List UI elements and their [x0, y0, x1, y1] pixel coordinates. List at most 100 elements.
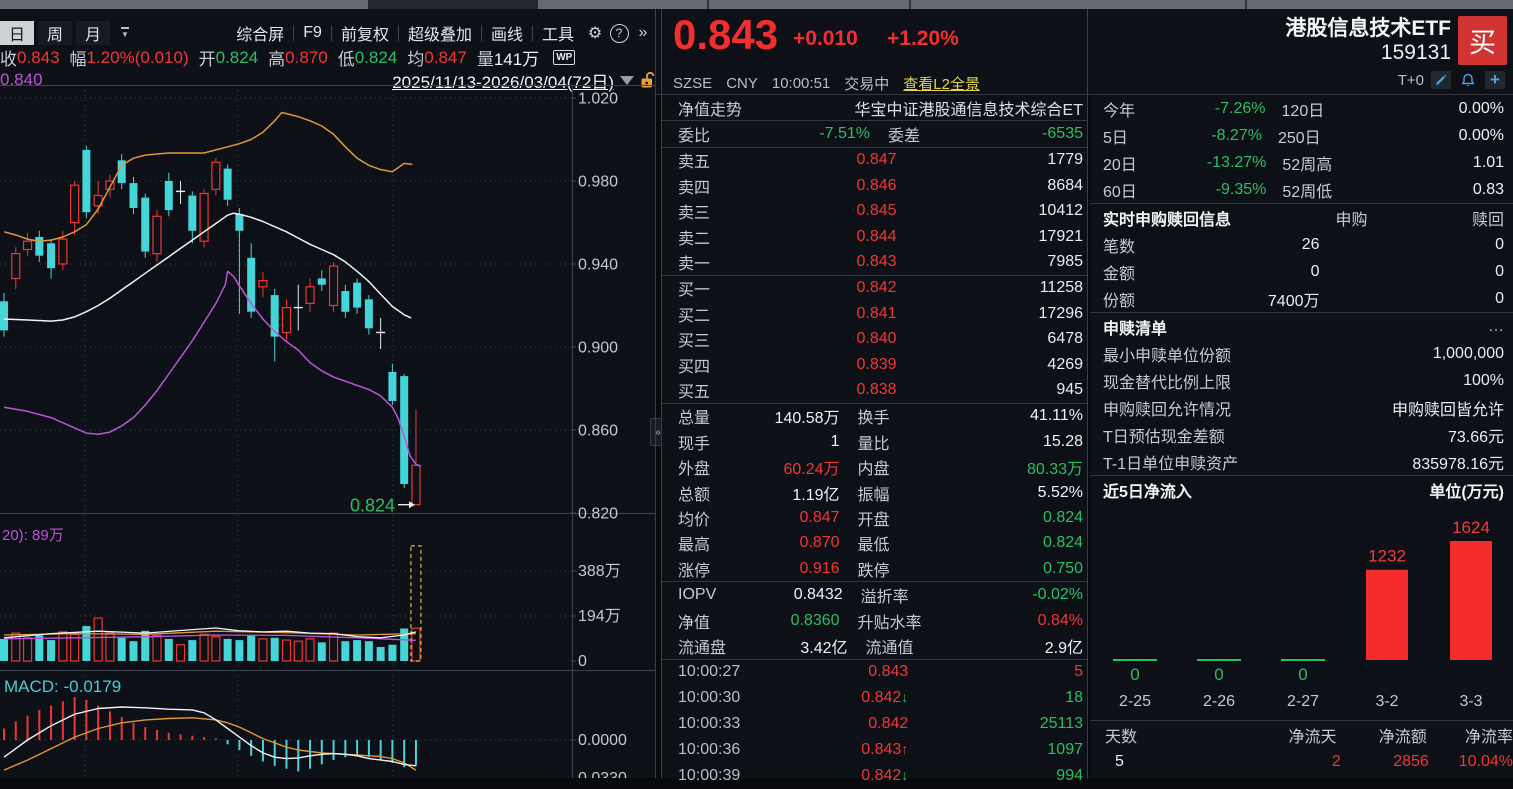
order-book-row[interactable]: 卖四 0.846 8684	[662, 173, 1087, 198]
l2-panorama-link[interactable]: 查看L2全景	[903, 76, 980, 93]
order-book-row[interactable]: 卖三 0.845 10412	[662, 199, 1087, 224]
order-book-row[interactable]: 卖五 0.847 1779	[662, 148, 1087, 173]
header-icon-group: T+0 +	[1398, 70, 1505, 89]
tick-row[interactable]: 10:00:33 0.842 25113	[662, 711, 1087, 737]
tick-price: 0.842↓	[861, 766, 909, 784]
footer-header: 净流天	[1288, 728, 1337, 746]
level-label: 买一	[678, 282, 711, 300]
ma-legend-bar: 0.840 2025/11/13-2026/03/04(72日)	[0, 68, 655, 93]
amp-value: 1.20%(0.010)	[86, 47, 189, 67]
volume-value: 141万	[493, 50, 540, 69]
stat-label: 涨停	[678, 562, 711, 580]
tab-period-day[interactable]: 日	[0, 21, 34, 45]
row-value: 0	[1495, 262, 1505, 280]
date-range-selector[interactable]: 2025/11/13-2026/03/04(72日)	[392, 68, 655, 93]
wp-badge-icon[interactable]: WP	[553, 50, 576, 65]
order-book-row[interactable]: 买五 0.838 945	[662, 377, 1087, 402]
level-label: 卖三	[678, 205, 711, 223]
order-book-row[interactable]: 买二 0.841 17296	[662, 301, 1087, 326]
quote-stat-row: 总量 140.58万 换手 41.11%	[662, 404, 1087, 429]
nav-row[interactable]: 净值走势 华宝中证港股通信息技术综合ET	[662, 95, 1087, 120]
net-inflow-chart[interactable]: 0 2-25 0 2-26 0 2-27 1232 3-2 1624 3-3	[1090, 499, 1513, 718]
inflow-bar	[1366, 569, 1408, 660]
kline-chart[interactable]: 1.020 0.980 0.940 0.900 0.860 0.820 0.824 20): …	[0, 85, 655, 778]
window-tab-divider	[707, 0, 709, 9]
order-book-row[interactable]: 卖二 0.844 17921	[662, 224, 1087, 249]
menu-f9[interactable]: F9	[303, 24, 322, 41]
level-price: 0.847	[856, 151, 897, 169]
stat-value: 0.84%	[1037, 611, 1084, 629]
level-price: 0.845	[856, 202, 897, 220]
quote-stat-row: 涨停 0.916 跌停 0.750	[662, 556, 1087, 581]
tick-row[interactable]: 10:00:30 0.842↓ 18	[662, 685, 1087, 711]
level-price: 0.844	[856, 227, 897, 245]
period-more-dropdown[interactable]: ▼	[114, 23, 136, 43]
tab-period-month[interactable]: 月	[76, 21, 110, 45]
tick-price: 0.842	[868, 715, 909, 733]
stat-value: 0.870	[799, 534, 840, 552]
stat-value: 1.19亿	[792, 486, 840, 504]
menu-composite-screen[interactable]: 综合屏	[236, 27, 285, 44]
row-value: 申购赎回皆允许	[1391, 401, 1504, 419]
order-book-row[interactable]: 买一 0.842 11258	[662, 276, 1087, 301]
quote-stat-row: 净值 0.8360 升贴水率 0.84%	[662, 608, 1087, 633]
chevron-down-icon[interactable]	[620, 75, 634, 85]
tab-period-week[interactable]: 周	[38, 21, 72, 45]
level-price: 0.841	[856, 304, 897, 322]
price-axis-tick: 0.820	[578, 506, 618, 523]
divider	[1087, 9, 1088, 778]
menu-tools[interactable]: 工具	[541, 27, 574, 44]
row-value: 0	[1495, 235, 1505, 253]
date-range-text[interactable]: 2025/11/13-2026/03/04(72日)	[392, 72, 614, 92]
row-value: 73.66元	[1447, 428, 1504, 446]
level-volume: 7985	[1047, 253, 1084, 271]
stat-value: 0.916	[799, 559, 840, 577]
tick-time: 10:00:36	[678, 740, 741, 758]
order-book-row[interactable]: 买三 0.840 6478	[662, 327, 1087, 352]
row-label: 份额	[1103, 292, 1136, 310]
add-plus-icon[interactable]: +	[1485, 70, 1505, 89]
edit-pencil-icon[interactable]	[1431, 71, 1451, 89]
stat-label: 总额	[678, 486, 711, 504]
stat-value: 0.847	[799, 508, 840, 526]
price-change: +0.010	[793, 27, 858, 50]
list-header: 申赎清单 …	[1090, 312, 1513, 340]
more-icon[interactable]: »	[638, 24, 648, 41]
help-icon[interactable]: ?	[607, 22, 631, 44]
quote-stat-row: 流通盘 3.42亿 流通值 2.9亿	[662, 633, 1087, 658]
perf-row: 20日 -13.27% 52周高 1.01	[1090, 149, 1513, 176]
buy-button[interactable]: 买	[1458, 16, 1507, 65]
volume-axis-tick: 0	[578, 653, 587, 670]
flow-header: 近5日净流入 单位(万元)	[1090, 475, 1513, 503]
gear-icon[interactable]: ⚙	[587, 25, 603, 42]
unlock-icon[interactable]	[640, 71, 655, 89]
row-label: 金额	[1103, 265, 1136, 283]
stat-value: 140.58万	[774, 410, 840, 428]
list-row: 最小申赎单位份额 1,000,000	[1090, 340, 1513, 367]
level-volume: 1779	[1047, 151, 1084, 169]
perf-label: 20日	[1103, 156, 1137, 174]
tick-volume: 5	[1074, 663, 1083, 681]
menu-draw-line[interactable]: 画线	[490, 27, 523, 44]
alert-bell-icon[interactable]	[1458, 71, 1478, 89]
perf-value: 0.83	[1472, 180, 1504, 198]
more-ellipsis-icon[interactable]: …	[1488, 317, 1504, 335]
menu-super-overlay[interactable]: 超级叠加	[407, 27, 472, 44]
section-title: 申赎清单	[1103, 320, 1168, 338]
order-book-row[interactable]: 买四 0.839 4269	[662, 352, 1087, 377]
level-label: 卖四	[678, 179, 711, 197]
tick-row[interactable]: 10:00:36 0.843↑ 1097	[662, 737, 1087, 763]
open-label: 开	[198, 50, 216, 69]
tick-row[interactable]: 10:00:39 0.842↓ 994	[662, 763, 1087, 789]
stat-value: 3.42亿	[800, 639, 848, 657]
row-value: 0	[1310, 262, 1320, 280]
perf-label: 5日	[1103, 129, 1128, 147]
stat-label: 升贴水率	[857, 614, 922, 632]
stat-label: 跌停	[857, 562, 890, 580]
realtime-row: 金额 0 0	[1090, 258, 1513, 285]
tick-row[interactable]: 10:00:27 0.843 5	[662, 660, 1087, 686]
perf-label: 今年	[1103, 102, 1136, 120]
tick-down-arrow-icon: ↓	[901, 689, 909, 706]
menu-forward-adjust[interactable]: 前复权	[340, 27, 389, 44]
order-book-row[interactable]: 卖一 0.843 7985	[662, 249, 1087, 274]
